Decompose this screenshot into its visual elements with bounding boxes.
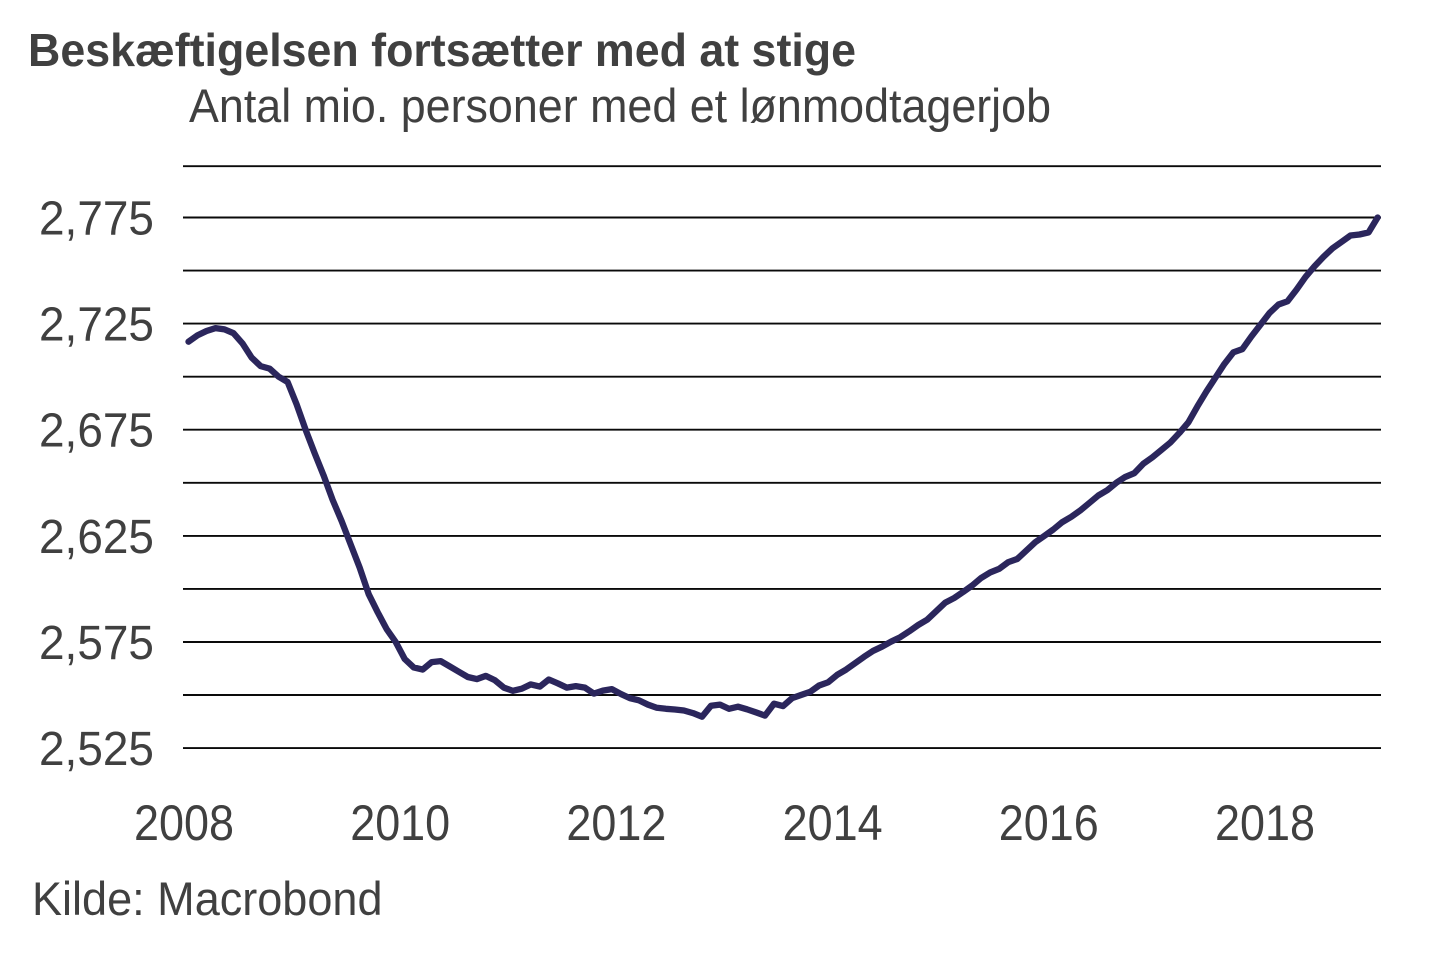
svg-text:2,575: 2,575 bbox=[39, 616, 154, 670]
svg-text:2,725: 2,725 bbox=[39, 298, 154, 352]
svg-text:Kilde: Macrobond: Kilde: Macrobond bbox=[32, 873, 383, 926]
svg-text:2,625: 2,625 bbox=[39, 510, 154, 564]
svg-text:2018: 2018 bbox=[1215, 795, 1315, 851]
svg-text:2014: 2014 bbox=[783, 795, 883, 851]
svg-text:Beskæftigelsen fortsætter med: Beskæftigelsen fortsætter med at stige bbox=[28, 24, 856, 76]
svg-text:2016: 2016 bbox=[999, 795, 1099, 851]
svg-text:2,525: 2,525 bbox=[39, 722, 154, 776]
svg-text:2,775: 2,775 bbox=[39, 192, 154, 246]
svg-text:2012: 2012 bbox=[566, 795, 666, 851]
svg-text:2008: 2008 bbox=[134, 795, 234, 851]
svg-text:2,675: 2,675 bbox=[39, 404, 154, 458]
svg-text:Antal mio. personer med et løn: Antal mio. personer med et lønmodtagerjo… bbox=[189, 79, 1051, 132]
svg-text:2010: 2010 bbox=[350, 795, 450, 851]
